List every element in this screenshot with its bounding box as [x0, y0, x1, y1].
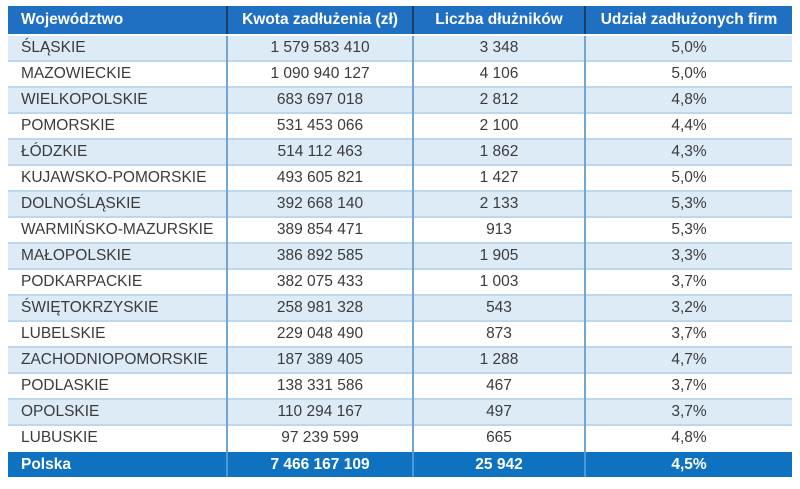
- voivodeship-cell: WARMIŃSKO-MAZURSKIE: [8, 216, 227, 243]
- debt-share-cell: 4,7%: [584, 346, 792, 373]
- column-header-debt-amount: Kwota zadłużenia (zł): [226, 6, 413, 36]
- debt-share-cell: 3,7%: [584, 398, 792, 425]
- voivodeship-debt-table: Województwo Kwota zadłużenia (zł) Liczba…: [8, 6, 792, 477]
- debtor-count-cell: 873: [412, 320, 585, 347]
- debt-share-cell: 5,0%: [584, 34, 792, 61]
- debtor-count-cell: 913: [412, 216, 585, 243]
- debt-share-cell: 3,2%: [584, 294, 792, 321]
- debt-amount-cell: 1 090 940 127: [226, 60, 413, 87]
- debt-share-cell: 5,0%: [584, 60, 792, 87]
- voivodeship-cell: LUBELSKIE: [8, 320, 227, 347]
- table-row: WARMIŃSKO-MAZURSKIE 389 854 471 913 5,3%: [8, 216, 792, 243]
- debt-amount-cell: 138 331 586: [226, 372, 413, 399]
- debt-share-cell: 5,0%: [584, 164, 792, 191]
- debt-amount-cell: 514 112 463: [226, 138, 413, 165]
- table-row: ŁÓDZKIE 514 112 463 1 862 4,3%: [8, 138, 792, 165]
- voivodeship-cell: PODKARPACKIE: [8, 268, 227, 295]
- debtor-count-cell: 1 905: [412, 242, 585, 269]
- voivodeship-cell: KUJAWSKO-POMORSKIE: [8, 164, 227, 191]
- table-row: POMORSKIE 531 453 066 2 100 4,4%: [8, 112, 792, 139]
- table-row: ZACHODNIOPOMORSKIE 187 389 405 1 288 4,7%: [8, 346, 792, 373]
- debt-share-cell: 5,3%: [584, 216, 792, 243]
- column-header-debtor-count: Liczba dłużników: [412, 6, 585, 36]
- table-body: ŚLĄSKIE 1 579 583 410 3 348 5,0% MAZOWIECKIE…: [8, 34, 792, 451]
- header-row: Województwo Kwota zadłużenia (zł) Liczba…: [8, 6, 792, 36]
- debt-amount-cell: 1 579 583 410: [226, 34, 413, 61]
- voivodeship-cell: POMORSKIE: [8, 112, 227, 139]
- voivodeship-cell: ŁÓDZKIE: [8, 138, 227, 165]
- column-header-voivodeship: Województwo: [8, 6, 227, 36]
- table-row: MAZOWIECKIE 1 090 940 127 4 106 5,0%: [8, 60, 792, 87]
- debt-share-cell: 4,3%: [584, 138, 792, 165]
- table-row: DOLNOŚLĄSKIE 392 668 140 2 133 5,3%: [8, 190, 792, 217]
- total-debt-amount: 7 466 167 109: [226, 450, 413, 477]
- debt-amount-cell: 683 697 018: [226, 86, 413, 113]
- voivodeship-cell: DOLNOŚLĄSKIE: [8, 190, 227, 217]
- table-row: WIELKOPOLSKIE 683 697 018 2 812 4,8%: [8, 86, 792, 113]
- debtor-count-cell: 2 812: [412, 86, 585, 113]
- table-row: PODKARPACKIE 382 075 433 1 003 3,7%: [8, 268, 792, 295]
- table-row: KUJAWSKO-POMORSKIE 493 605 821 1 427 5,0%: [8, 164, 792, 191]
- debtor-count-cell: 3 348: [412, 34, 585, 61]
- voivodeship-cell: PODLASKIE: [8, 372, 227, 399]
- debtor-count-cell: 2 133: [412, 190, 585, 217]
- debtor-count-cell: 497: [412, 398, 585, 425]
- voivodeship-cell: MAŁOPOLSKIE: [8, 242, 227, 269]
- voivodeship-cell: ŚWIĘTOKRZYSKIE: [8, 294, 227, 321]
- table-row: ŚWIĘTOKRZYSKIE 258 981 328 543 3,2%: [8, 294, 792, 321]
- debt-share-cell: 3,7%: [584, 320, 792, 347]
- debt-amount-cell: 258 981 328: [226, 294, 413, 321]
- voivodeship-cell: WIELKOPOLSKIE: [8, 86, 227, 113]
- debt-share-cell: 4,8%: [584, 86, 792, 113]
- debt-share-cell: 3,7%: [584, 268, 792, 295]
- voivodeship-cell: ZACHODNIOPOMORSKIE: [8, 346, 227, 373]
- debt-amount-cell: 386 892 585: [226, 242, 413, 269]
- debtor-count-cell: 1 288: [412, 346, 585, 373]
- table-row: PODLASKIE 138 331 586 467 3,7%: [8, 372, 792, 399]
- debt-amount-cell: 110 294 167: [226, 398, 413, 425]
- voivodeship-cell: OPOLSKIE: [8, 398, 227, 425]
- voivodeship-cell: LUBUSKIE: [8, 424, 227, 451]
- debtor-count-cell: 665: [412, 424, 585, 451]
- debt-amount-cell: 382 075 433: [226, 268, 413, 295]
- debt-amount-cell: 97 239 599: [226, 424, 413, 451]
- debtor-count-cell: 4 106: [412, 60, 585, 87]
- total-label: Polska: [8, 450, 227, 477]
- debtor-count-cell: 1 003: [412, 268, 585, 295]
- table-row: OPOLSKIE 110 294 167 497 3,7%: [8, 398, 792, 425]
- table-row: LUBELSKIE 229 048 490 873 3,7%: [8, 320, 792, 347]
- debt-amount-cell: 392 668 140: [226, 190, 413, 217]
- table-row: MAŁOPOLSKIE 386 892 585 1 905 3,3%: [8, 242, 792, 269]
- voivodeship-cell: MAZOWIECKIE: [8, 60, 227, 87]
- table-row: LUBUSKIE 97 239 599 665 4,8%: [8, 424, 792, 451]
- debt-amount-cell: 531 453 066: [226, 112, 413, 139]
- total-debtor-count: 25 942: [412, 450, 585, 477]
- debtor-count-cell: 1 427: [412, 164, 585, 191]
- debt-amount-cell: 493 605 821: [226, 164, 413, 191]
- debt-share-cell: 4,8%: [584, 424, 792, 451]
- debt-share-cell: 4,4%: [584, 112, 792, 139]
- voivodeship-cell: ŚLĄSKIE: [8, 34, 227, 61]
- column-header-debt-share: Udział zadłużonych firm: [584, 6, 792, 36]
- debt-amount-cell: 187 389 405: [226, 346, 413, 373]
- debt-amount-cell: 229 048 490: [226, 320, 413, 347]
- debt-amount-cell: 389 854 471: [226, 216, 413, 243]
- debtor-count-cell: 2 100: [412, 112, 585, 139]
- total-debt-share: 4,5%: [584, 450, 792, 477]
- debtor-count-cell: 467: [412, 372, 585, 399]
- debtor-count-cell: 543: [412, 294, 585, 321]
- debt-share-cell: 3,7%: [584, 372, 792, 399]
- total-row: Polska 7 466 167 109 25 942 4,5%: [8, 450, 792, 477]
- debtor-count-cell: 1 862: [412, 138, 585, 165]
- debt-share-cell: 5,3%: [584, 190, 792, 217]
- table-row: ŚLĄSKIE 1 579 583 410 3 348 5,0%: [8, 34, 792, 61]
- debt-share-cell: 3,3%: [584, 242, 792, 269]
